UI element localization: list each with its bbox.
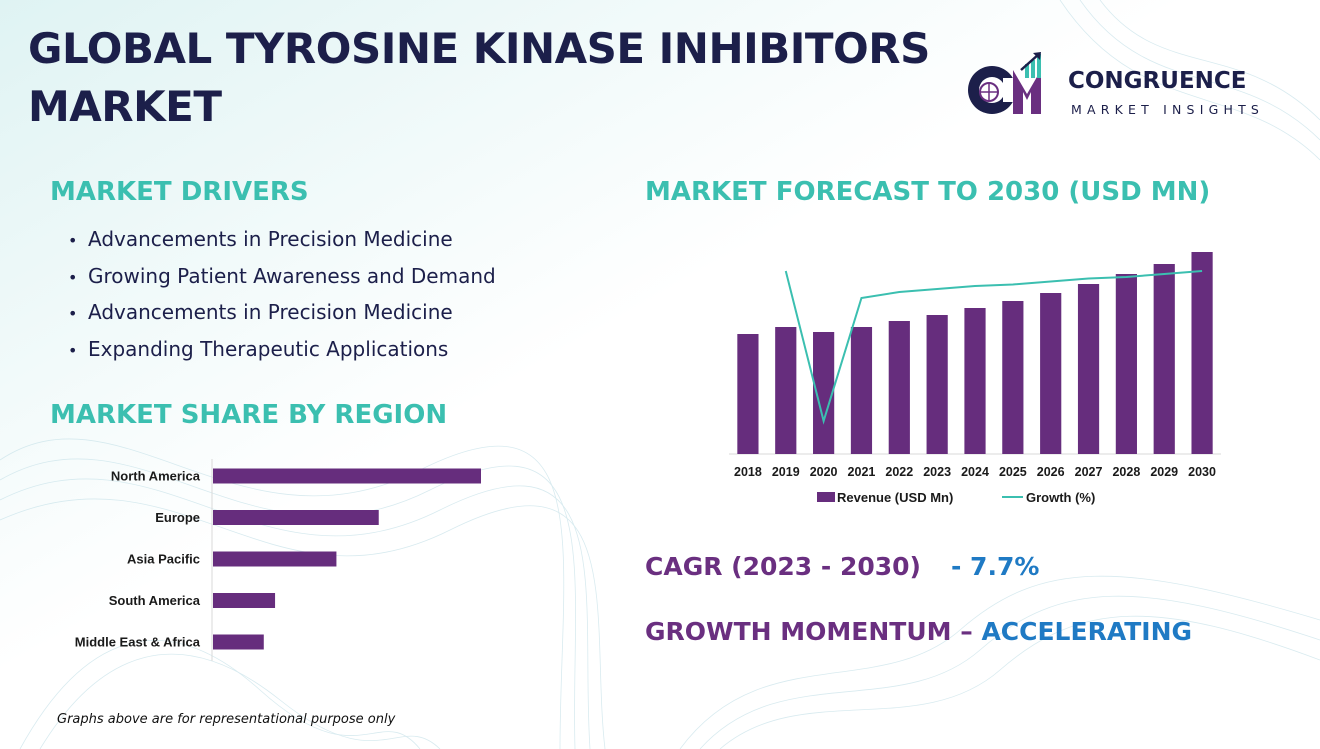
driver-item: • Growing Patient Awareness and Demand xyxy=(68,261,496,298)
legend-label-growth: Growth (%) xyxy=(1026,490,1095,505)
region-label: North America xyxy=(111,469,201,484)
x-tick-label: 2020 xyxy=(810,465,838,479)
region-bar xyxy=(213,468,481,484)
region-share-chart: North America Europe Asia Pacific South Ame… xyxy=(75,459,481,661)
region-label: Asia Pacific xyxy=(127,552,200,567)
driver-item: • Expanding Therapeutic Applications xyxy=(68,334,496,371)
driver-item: • Advancements in Precision Medicine xyxy=(68,297,496,334)
revenue-bar xyxy=(850,327,873,454)
region-label: South America xyxy=(109,593,201,608)
x-tick-label: 2029 xyxy=(1150,465,1178,479)
revenue-bar xyxy=(926,315,948,454)
forecast-heading: MARKET FORECAST TO 2030 (USD MN) xyxy=(645,177,1211,207)
title-line-1: GLOBAL TYROSINE KINASE INHIBITORS xyxy=(28,24,930,73)
driver-item: • Advancements in Precision Medicine xyxy=(68,224,496,261)
revenue-bar xyxy=(1115,274,1137,454)
x-tick-label: 2023 xyxy=(923,465,951,479)
footnote: Graphs above are for representational pu… xyxy=(57,712,396,727)
bullet: • xyxy=(68,304,78,323)
region-bar xyxy=(213,551,337,567)
forecast-chart: 2018 2019 2020 2021 2022 2023 2024 2025 2026 2027… xyxy=(729,252,1221,505)
revenue-bar xyxy=(964,308,986,454)
x-tick-label: 2024 xyxy=(961,465,989,479)
drivers-heading: MARKET DRIVERS xyxy=(50,177,309,207)
region-label: Middle East & Africa xyxy=(75,635,201,650)
revenue-bar xyxy=(1077,284,1100,454)
logo-tagline: MARKET INSIGHTS xyxy=(1071,102,1265,117)
momentum-label: GROWTH MOMENTUM – xyxy=(645,617,982,646)
revenue-bar xyxy=(888,321,910,454)
legend-label-revenue: Revenue (USD Mn) xyxy=(837,490,953,505)
driver-text: Expanding Therapeutic Applications xyxy=(88,336,449,361)
driver-text: Advancements in Precision Medicine xyxy=(88,227,453,251)
region-bar xyxy=(213,510,379,525)
legend-swatch-revenue xyxy=(817,492,835,502)
revenue-bar xyxy=(775,327,797,454)
driver-text: Advancements in Precision Medicine xyxy=(88,300,453,324)
company-logo: CONGRUENCE MARKET INSIGHTS xyxy=(965,48,1295,122)
cagr-line: CAGR (2023 - 2030) - 7.7% xyxy=(645,552,1039,581)
legend: Revenue (USD Mn) Growth (%) xyxy=(817,490,1095,505)
x-tick-label: 2022 xyxy=(885,465,913,479)
revenue-bar xyxy=(1191,252,1213,454)
x-tick-label: 2021 xyxy=(848,465,876,479)
region-bar xyxy=(213,593,276,608)
growth-momentum-line: GROWTH MOMENTUM – ACCELERATING xyxy=(645,617,1192,646)
cm-logo-icon xyxy=(968,52,1041,114)
x-tick-label: 2030 xyxy=(1188,465,1216,479)
revenue-bar xyxy=(737,334,759,454)
bullet: • xyxy=(68,231,78,250)
x-tick-label: 2025 xyxy=(999,465,1027,479)
x-tick-label: 2026 xyxy=(1037,465,1065,479)
bullet: • xyxy=(68,267,78,287)
drivers-list: • Advancements in Precision Medicine • Gro… xyxy=(68,224,496,370)
x-tick-label: 2018 xyxy=(734,465,762,479)
page-title: GLOBAL TYROSINE KINASE INHIBITORS MARKET xyxy=(28,20,1028,136)
logo-name: CONGRUENCE xyxy=(1068,68,1247,94)
region-label: Europe xyxy=(155,510,200,525)
cagr-label: CAGR (2023 - 2030) xyxy=(645,552,921,581)
x-tick-label: 2019 xyxy=(772,465,800,479)
cagr-value: - 7.7% xyxy=(950,552,1040,581)
region-bar xyxy=(213,634,264,650)
revenue-bar xyxy=(1002,301,1024,454)
revenue-bar xyxy=(1153,264,1175,454)
bullet: • xyxy=(68,340,78,360)
x-tick-label: 2027 xyxy=(1075,465,1103,479)
driver-text: Growing Patient Awareness and Demand xyxy=(88,263,496,288)
region-share-heading: MARKET SHARE BY REGION xyxy=(50,400,448,430)
revenue-bar xyxy=(1040,293,1062,454)
momentum-value: ACCELERATING xyxy=(981,617,1193,646)
growth-line xyxy=(784,270,1203,425)
revenue-bar xyxy=(813,332,835,454)
x-tick-label: 2028 xyxy=(1112,465,1140,479)
title-line-2: MARKET xyxy=(28,82,222,131)
